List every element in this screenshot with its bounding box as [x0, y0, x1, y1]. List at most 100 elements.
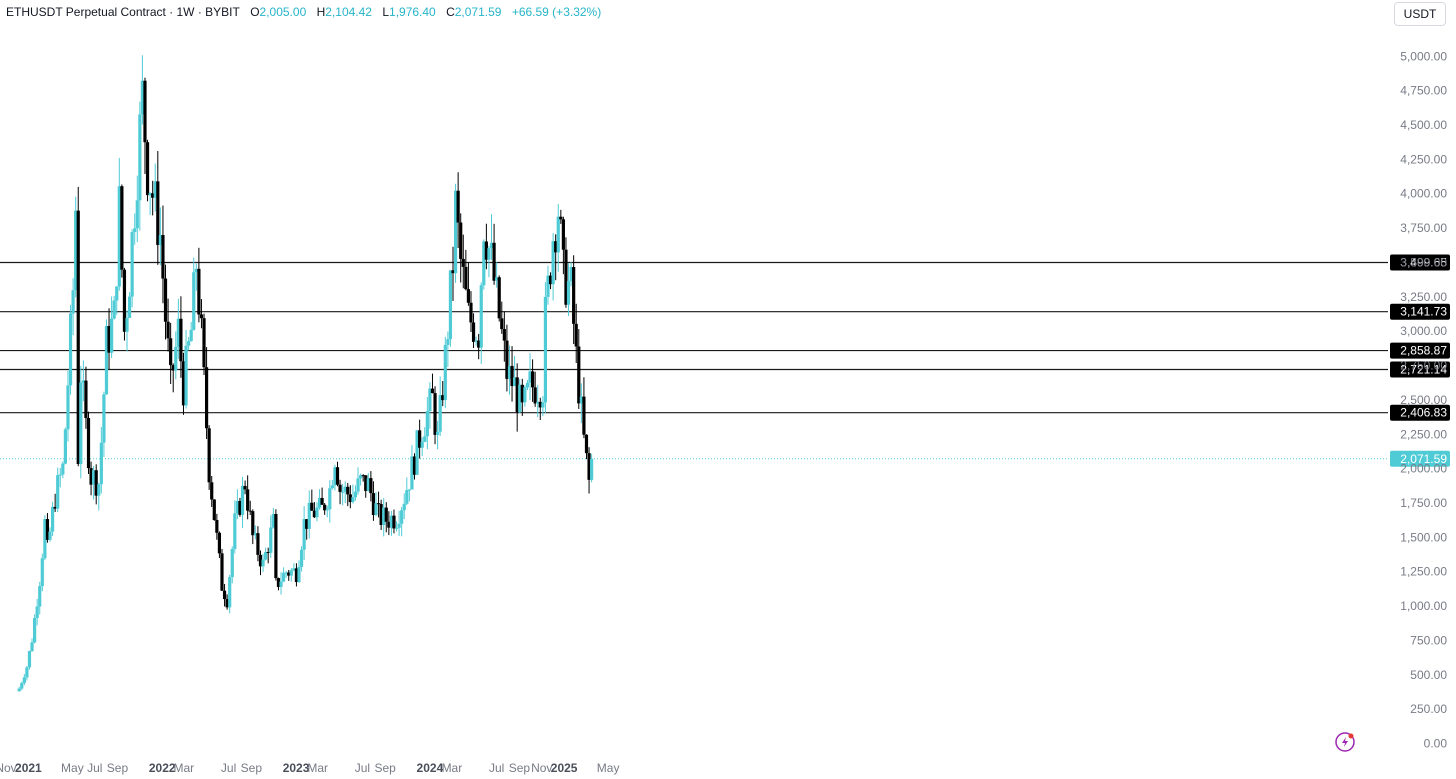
candle-body [17, 688, 21, 692]
candle-body [161, 235, 165, 279]
x-tick-label: Jul [489, 761, 504, 775]
candle-body [261, 559, 265, 567]
candle-body [81, 380, 85, 383]
candle-body [515, 377, 519, 413]
candle-body [356, 478, 360, 492]
candle-body [536, 401, 540, 404]
candle-body [61, 463, 65, 475]
candle-body [330, 485, 334, 489]
candle-body [405, 490, 409, 504]
candle-body [566, 281, 571, 305]
candle-body [107, 325, 111, 353]
candle-body [102, 394, 106, 443]
candle-body [346, 486, 350, 495]
candle-body [248, 510, 252, 512]
candle-body [176, 318, 180, 347]
candle-body [341, 491, 345, 493]
candle-body [181, 361, 186, 406]
level-price-text: 3,499.65 [1400, 256, 1447, 270]
candle-body [307, 502, 311, 529]
candle-body [441, 395, 445, 401]
x-tick-label: 2022 [149, 761, 176, 775]
candle-body [204, 367, 209, 429]
candle-body [40, 558, 44, 587]
y-tick-label: 3,500.00 [1400, 255, 1447, 269]
candle-body [436, 431, 440, 435]
candle-body [479, 285, 483, 348]
candle-body [53, 506, 57, 509]
x-tick-label: Jul [221, 761, 236, 775]
candle-body [353, 491, 358, 498]
candle-body [287, 572, 291, 576]
candle-body [574, 323, 578, 347]
candle-body [559, 216, 563, 220]
candle-body [264, 552, 268, 560]
candle-body [541, 402, 545, 408]
candle-body [397, 523, 401, 528]
candle-body [256, 533, 260, 555]
candle-body [420, 441, 424, 448]
candle-body [520, 384, 524, 403]
x-tick-label: 2024 [417, 761, 444, 775]
x-tick-label: Nov [531, 761, 552, 775]
open-label: O [250, 5, 260, 19]
candle-body [235, 500, 239, 514]
currency-button[interactable]: USDT [1394, 2, 1446, 26]
candle-body [63, 429, 68, 464]
candle-body [387, 521, 391, 528]
candle-body [48, 531, 52, 540]
candle-body [533, 387, 537, 404]
x-tick-label: Nov [0, 761, 17, 775]
level-price-text: 3,141.73 [1400, 305, 1447, 319]
candle-body [492, 242, 496, 281]
candle-body [361, 475, 365, 477]
candle-body [20, 683, 24, 689]
last-price-text: 2,071.59 [1400, 452, 1447, 466]
candle-body [197, 268, 201, 315]
candle-body [271, 513, 275, 528]
x-tick-label: May [61, 761, 84, 775]
candle-body [323, 504, 327, 511]
candle-body [97, 484, 101, 496]
candle-body [582, 396, 586, 435]
candle-body [66, 385, 70, 430]
bolt-icon[interactable] [1335, 732, 1355, 752]
y-tick-label: 1,000.00 [1400, 599, 1447, 613]
candle-body [292, 568, 296, 571]
last-price-label: 2,071.59 [1390, 450, 1450, 467]
open-value: 2,005.00 [259, 5, 307, 19]
level-price-label: 2,858.87 [1390, 342, 1450, 359]
candle-body [89, 468, 93, 485]
close-value: 2,071.59 [454, 5, 502, 19]
candles [17, 55, 594, 692]
candle-body [554, 241, 558, 253]
candle-body [251, 511, 255, 536]
level-price-label: 3,499.65 [1390, 254, 1450, 271]
candle-body [258, 554, 263, 567]
candle-body [351, 497, 355, 503]
candle-body [199, 314, 204, 319]
candle-body [474, 340, 478, 342]
candle-body [212, 499, 216, 520]
candle-body [246, 489, 250, 511]
candle-body [461, 258, 465, 267]
candle-body [310, 502, 314, 511]
candle-body [453, 190, 458, 274]
candle-body [415, 430, 419, 475]
candle-body [500, 318, 504, 330]
y-tick-label: 4,000.00 [1400, 187, 1447, 201]
y-tick-label: 2,750.00 [1400, 359, 1447, 373]
candle-body [394, 527, 399, 529]
candle-body [38, 586, 42, 607]
candle-body [135, 200, 139, 229]
close-label: C [446, 5, 455, 19]
level-price-label: 2,406.83 [1390, 404, 1450, 421]
candle-body [84, 380, 88, 419]
candle-body [584, 434, 589, 454]
candle-body [153, 181, 157, 198]
candle-body [333, 467, 337, 486]
candle-body [163, 278, 168, 322]
candle-body [222, 590, 227, 600]
candle-body [446, 339, 450, 345]
